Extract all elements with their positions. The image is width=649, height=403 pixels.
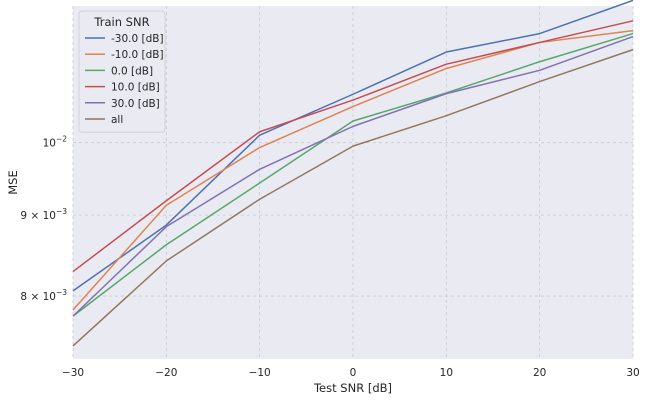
y-tick-label: 10−2	[43, 135, 68, 150]
y-tick-label: 9 × 10−3	[20, 207, 67, 222]
x-tick-label: 30	[626, 367, 639, 379]
legend-items: -30.0 [dB] -10.0 [dB] 0.0 [dB] 10.0 [dB] 30.…	[85, 33, 164, 126]
legend-label: -30.0 [dB]	[111, 33, 164, 45]
legend: Train SNR -30.0 [dB] -10.0 [dB] 0.0 [dB] 10…	[78, 10, 166, 133]
series-line	[72, 48, 634, 347]
y-tick-labels: 8 × 10−3 9 × 10−3 10−2	[20, 135, 67, 303]
series-line	[72, 0, 634, 292]
legend-label: 0.0 [dB]	[111, 65, 153, 77]
x-tick-labels: −30 −20 −10 0 10 20 30	[62, 367, 640, 379]
series-line	[72, 20, 634, 273]
x-tick-label: 10	[440, 367, 453, 379]
series-line	[72, 32, 634, 317]
legend-label: all	[111, 114, 123, 126]
legend-label: 10.0 [dB]	[111, 82, 160, 94]
x-axis-label: Test SNR [dB]	[313, 381, 392, 395]
x-tick-label: −10	[249, 367, 271, 379]
legend-title: Train SNR	[93, 15, 149, 29]
legend-box	[78, 10, 166, 133]
y-axis-label: MSE	[6, 170, 20, 195]
x-tick-label: 0	[350, 367, 357, 379]
x-tick-label: −30	[62, 367, 84, 379]
x-tick-label: 20	[533, 367, 546, 379]
y-tick-label: 8 × 10−3	[20, 288, 67, 303]
series-lines	[72, 0, 634, 347]
legend-label: 30.0 [dB]	[111, 98, 160, 110]
x-tick-label: −20	[155, 367, 177, 379]
legend-label: -10.0 [dB]	[111, 49, 164, 61]
series-line	[72, 35, 634, 317]
